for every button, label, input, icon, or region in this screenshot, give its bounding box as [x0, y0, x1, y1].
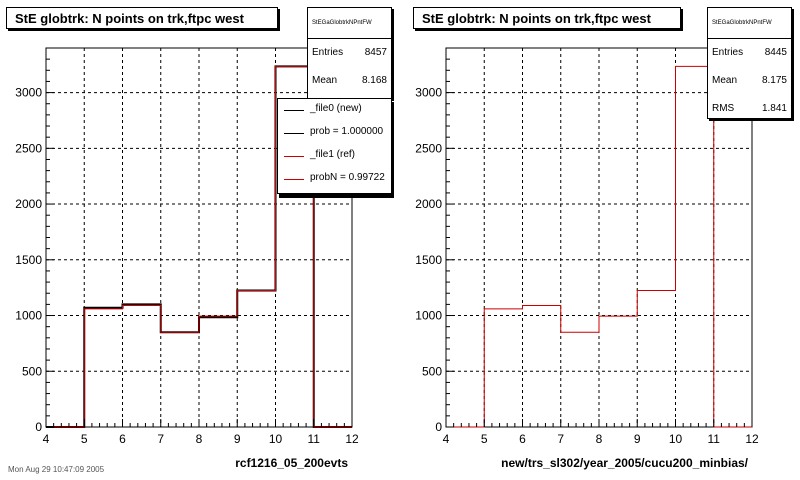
right-y-tick-label-2: 1000 [415, 309, 442, 323]
legend-swatch-prob [284, 133, 304, 134]
right-series-0-bin-2 [523, 305, 561, 427]
right-series-0-bin-1 [484, 309, 522, 427]
right-series-0-line [446, 65, 752, 428]
left-y-tick-label-2: 1000 [15, 309, 42, 323]
legend-entry-prob: prob = 1.000000 [310, 126, 384, 137]
left-y-tick-label-4: 2000 [15, 197, 42, 211]
right-x-tick-label-4: 8 [596, 432, 603, 446]
legend-entry-probn: probN = 0.99722 [310, 172, 385, 183]
right-stats-mean-label: Mean [712, 75, 738, 86]
right-stats-entries-value: 8445 [764, 47, 787, 58]
left-x-tick-label-6: 10 [269, 432, 283, 446]
legend-swatch-file0 [284, 110, 304, 111]
right-plot-frame [445, 47, 753, 428]
right-x-tick-label-8: 12 [745, 432, 759, 446]
left-series-1-bin-3 [161, 332, 199, 427]
right-series-0-bin-3 [561, 332, 599, 427]
left-x-tick-label-3: 7 [157, 432, 164, 446]
left-stats-name: StEGaGlobtrkNPntFW [308, 8, 391, 39]
left-series-1-bin-4 [199, 316, 237, 427]
right-x-tick-label-5: 9 [634, 432, 641, 446]
left-legend: _file0 (new) prob = 1.000000 _file1 (ref… [277, 98, 392, 194]
left-series-1-bin-5 [237, 290, 275, 427]
left-stats-box: StEGaGlobtrkNPntFW Entries 8457 Mean 8.168 [307, 7, 392, 99]
right-y-tick-label-1: 500 [422, 364, 442, 378]
left-y-tick-label-5: 2500 [15, 141, 42, 155]
right-x-tick-label-0: 4 [443, 432, 450, 446]
right-x-axis-label: new/trs_sl302/year_2005/cucu200_minbias/ [501, 456, 748, 470]
right-x-tick-label-3: 7 [557, 432, 564, 446]
left-y-tick-label-6: 3000 [15, 86, 42, 100]
right-x-tick-label-2: 6 [519, 432, 526, 446]
left-series-1-line [46, 65, 352, 428]
left-plot-title: StE globtrk: N points on trk,ftpc west [6, 7, 278, 29]
left-series-1-bin-1 [84, 309, 122, 427]
footer-timestamp: Mon Aug 29 10:47:09 2005 [8, 465, 105, 474]
legend-swatch-file1 [284, 156, 304, 157]
right-stats-entries-label: Entries [712, 47, 744, 58]
right-series-0-bin-4 [599, 316, 637, 427]
right-y-tick-label-0: 0 [435, 420, 442, 434]
left-x-tick-label-0: 4 [43, 432, 50, 446]
right-y-tick-label-6: 3000 [415, 86, 442, 100]
right-stats-name: StEGaGlobtrkNPntFW [708, 8, 791, 39]
right-plot-title: StE globtrk: N points on trk,ftpc west [413, 7, 681, 29]
left-x-tick-label-7: 11 [308, 432, 321, 446]
legend-swatch-probn [284, 179, 304, 180]
left-y-tick-label-1: 500 [22, 364, 42, 378]
left-y-tick-label-3: 1500 [15, 253, 42, 267]
left-x-tick-label-4: 8 [196, 432, 203, 446]
right-y-tick-label-3: 1500 [415, 253, 442, 267]
right-x-tick-label-6: 10 [669, 432, 683, 446]
right-plot: 4 5 6 7 8 9 10 11 12 0 500 1000 1500 2000 2500 3000 [415, 47, 759, 446]
left-stats-entries-value: 8457 [364, 47, 387, 58]
legend-entry-file0: _file0 (new) [310, 103, 362, 114]
left-x-tick-label-5: 9 [234, 432, 241, 446]
left-x-tick-label-2: 6 [119, 432, 126, 446]
right-stats-rms-label: RMS [712, 103, 735, 114]
right-x-tick-label-1: 5 [481, 432, 488, 446]
left-x-tick-label-8: 12 [345, 432, 359, 446]
right-series-0-bin-5 [637, 290, 675, 427]
left-x-axis-label: rcf1216_05_200evts [235, 456, 348, 470]
left-stats-mean-value: 8.168 [361, 75, 387, 86]
legend-entry-file1: _file1 (ref) [310, 149, 356, 160]
right-stats-rms-value: 1.841 [761, 103, 787, 114]
left-stats-entries-label: Entries [312, 47, 344, 58]
left-stats-mean-label: Mean [312, 75, 338, 86]
right-x-tick-label-7: 11 [708, 432, 721, 446]
left-x-tick-label-1: 5 [81, 432, 88, 446]
left-series-1-bin-2 [123, 305, 161, 427]
right-stats-mean-value: 8.175 [761, 75, 787, 86]
right-y-tick-label-5: 2500 [415, 141, 442, 155]
right-stats-box: StEGaGlobtrkNPntFW Entries 8445 Mean 8.175… [707, 7, 792, 119]
left-y-tick-label-0: 0 [35, 420, 42, 434]
right-y-tick-label-4: 2000 [415, 197, 442, 211]
